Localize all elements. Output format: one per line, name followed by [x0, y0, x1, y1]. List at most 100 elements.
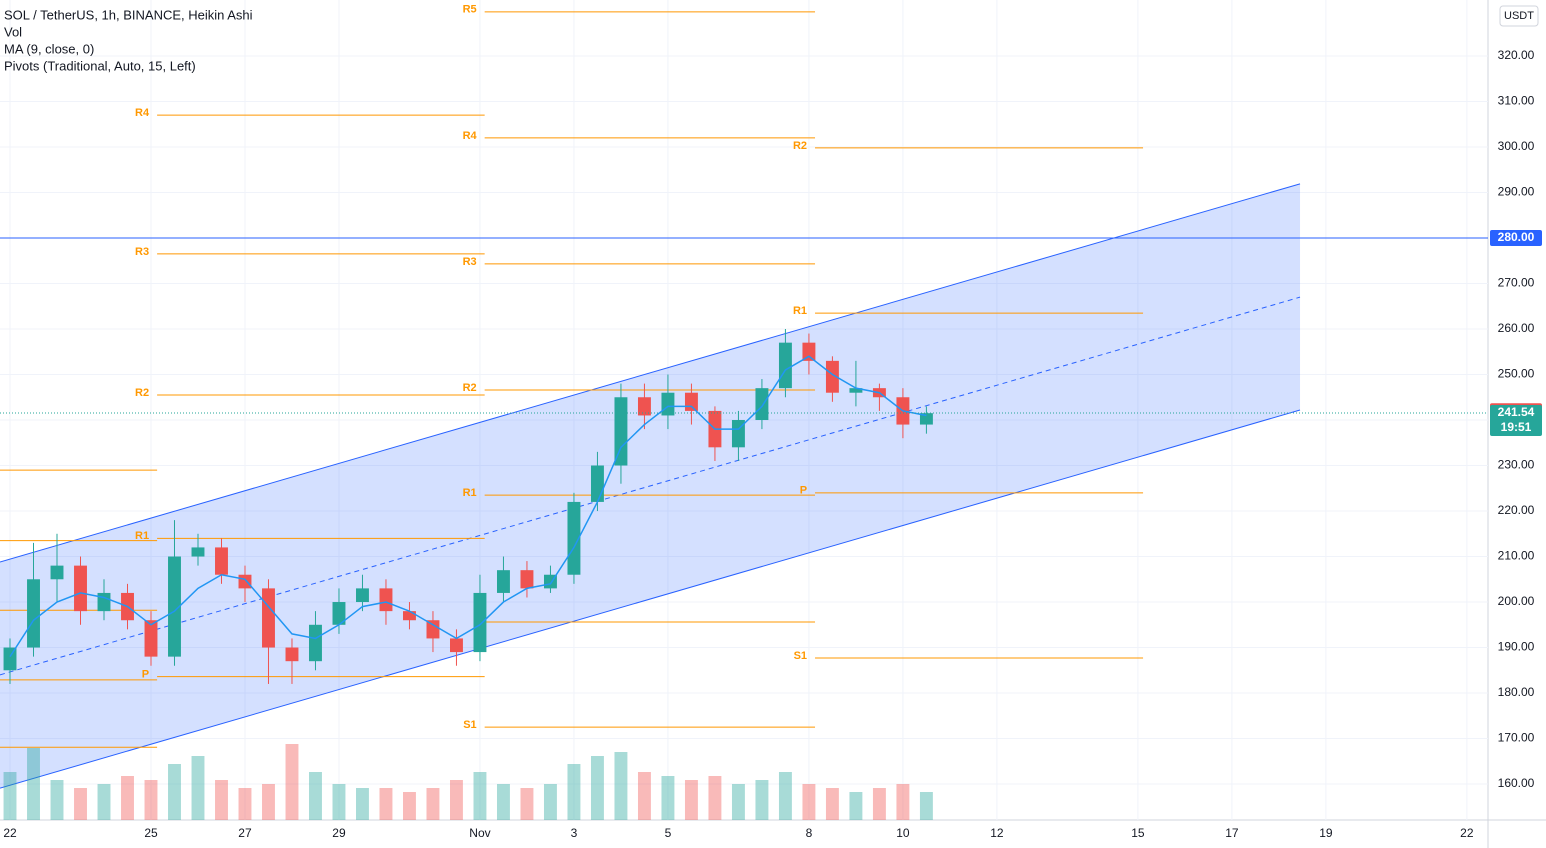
volume-bar — [637, 772, 651, 820]
volume-bar — [50, 780, 64, 820]
y-tick-label: 160.00 — [1498, 776, 1535, 790]
chart-title: SOL / TetherUS, 1h, BINANCE, Heikin Ashi — [4, 7, 253, 22]
candle-body — [755, 388, 769, 421]
candle-body — [684, 392, 698, 411]
pivot-label: P — [800, 485, 807, 497]
candle-body — [496, 570, 510, 593]
pivot-label: R2 — [135, 387, 149, 399]
volume-bar — [74, 788, 87, 820]
volume-bar — [27, 748, 40, 820]
x-tick-label: 3 — [571, 826, 578, 840]
candle-body — [473, 592, 487, 653]
pivot-label: R1 — [135, 530, 149, 542]
volume-bar — [778, 772, 792, 820]
last-price-box — [1490, 405, 1542, 437]
horizontal-line-label-box — [1490, 229, 1542, 246]
candle-body — [403, 611, 416, 621]
y-tick-label: 230.00 — [1498, 458, 1535, 472]
volume-bar — [473, 772, 487, 820]
candle-body — [825, 360, 839, 393]
candle-body — [520, 570, 534, 589]
pivot-label: P — [142, 669, 149, 681]
candle-body — [74, 565, 87, 612]
volume-bar — [896, 784, 910, 820]
volume-bar — [614, 752, 628, 820]
volume-bar — [403, 792, 416, 820]
x-tick-label: 5 — [665, 826, 672, 840]
channel-upper — [0, 183, 1301, 563]
volume-bar — [919, 792, 933, 820]
volume-bar — [379, 788, 393, 820]
candle-body — [637, 397, 651, 416]
indicator-label: MA (9, close, 0) — [4, 41, 94, 56]
volume-bar — [449, 780, 463, 820]
candle-body — [309, 624, 322, 662]
x-tick-label: 17 — [1225, 826, 1239, 840]
y-tick-label: 290.00 — [1498, 185, 1535, 199]
y-tick-label: 210.00 — [1498, 549, 1535, 563]
unit-box — [1499, 5, 1539, 27]
candle-body — [168, 556, 181, 657]
indicator-label: Vol — [4, 24, 22, 39]
volume-bar — [708, 776, 722, 820]
channel-lower — [0, 409, 1301, 789]
volume-bar — [825, 788, 839, 820]
pivot-label: S1 — [463, 719, 476, 731]
x-tick-label: Nov — [469, 826, 490, 840]
volume-bar — [684, 780, 698, 820]
candle-body — [191, 547, 205, 557]
candle-body — [238, 574, 252, 589]
candle-body — [802, 342, 816, 361]
countdown: 19:51 — [1501, 420, 1532, 434]
candle-body — [919, 413, 933, 425]
volume-bar — [356, 788, 369, 820]
volume-bar — [121, 776, 134, 820]
volume-bar — [496, 784, 510, 820]
volume-bar — [872, 788, 886, 820]
y-tick-label: 180.00 — [1498, 685, 1535, 699]
x-tick-label: 15 — [1131, 826, 1145, 840]
volume-bar — [802, 784, 816, 820]
candle-body — [3, 647, 17, 671]
volume-bar — [590, 756, 604, 820]
indicator-label: Pivots (Traditional, Auto, 15, Left) — [4, 58, 196, 73]
horizontal-line-label: 280.00 — [1498, 230, 1535, 244]
pivot-label: R3 — [463, 256, 477, 268]
y-tick-label: 200.00 — [1498, 594, 1535, 608]
volume-bar — [661, 776, 675, 820]
channel-middle — [0, 296, 1301, 676]
x-tick-label: 8 — [806, 826, 813, 840]
candle-body — [778, 342, 792, 389]
volume-bar — [309, 772, 322, 820]
x-tick-label: 27 — [238, 826, 252, 840]
y-tick-label: 260.00 — [1498, 321, 1535, 335]
volume-bar — [731, 784, 745, 820]
volume-bar — [97, 784, 111, 820]
pivot-label: R1 — [793, 305, 807, 317]
y-tick-label: 170.00 — [1498, 731, 1535, 745]
volume-bar — [262, 784, 275, 820]
x-tick-label: 12 — [990, 826, 1004, 840]
pivot-label: R3 — [135, 246, 149, 258]
candle-body — [356, 588, 369, 603]
volume-bar — [426, 788, 440, 820]
candle-body — [849, 388, 863, 393]
candle-body — [27, 579, 40, 648]
pivot-label: R4 — [135, 107, 150, 119]
pivot-label: R5 — [463, 4, 477, 16]
last-price-label: 241.54 — [1498, 405, 1535, 419]
candle-body — [332, 602, 346, 625]
candle-body — [144, 620, 158, 657]
candle-body — [50, 565, 64, 580]
ma-line — [9, 355, 927, 658]
candle-body — [426, 620, 440, 639]
y-axis-unit: USDT — [1504, 10, 1534, 22]
volume-bar — [191, 756, 205, 820]
x-tick-label: 29 — [332, 826, 346, 840]
volume-bar — [285, 744, 299, 820]
volume-bar — [144, 780, 158, 820]
y-tick-label: 320.00 — [1498, 48, 1535, 62]
